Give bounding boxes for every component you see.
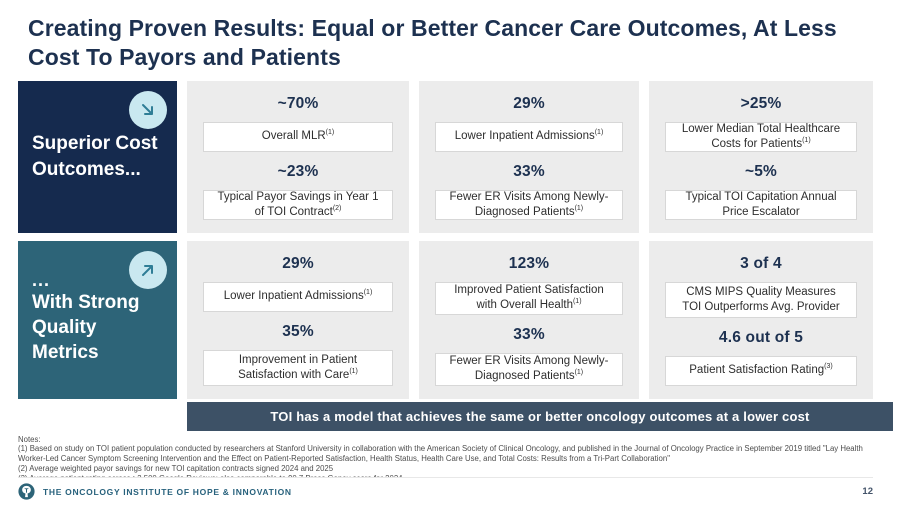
- stat-label-box: Overall MLR(1): [203, 121, 393, 152]
- stat-label-box: Lower Inpatient Admissions(1): [203, 281, 393, 312]
- stat-value: ~23%: [277, 162, 319, 180]
- stat-value: 3 of 4: [740, 254, 782, 272]
- brand-name: THE ONCOLOGY INSTITUTE OF HOPE & INNOVAT…: [43, 486, 292, 497]
- stat-value: ~70%: [277, 94, 319, 112]
- row-label-text: With Strong Quality Metrics: [32, 292, 140, 364]
- results-grid: Superior Cost Outcomes... ~70% Overall M…: [18, 80, 899, 399]
- row-label-quality-metrics: ... With Strong Quality Metrics: [18, 240, 177, 399]
- stat-value: 35%: [282, 322, 314, 340]
- row-label-prefix: ...: [32, 269, 51, 290]
- stat-card: >25% Lower Median Total Healthcare Costs…: [649, 80, 873, 233]
- stat-value: 29%: [282, 254, 314, 272]
- brand: THE ONCOLOGY INSTITUTE OF HOPE & INNOVAT…: [18, 483, 292, 500]
- stat-card: 3 of 4 CMS MIPS Quality Measures TOI Out…: [649, 240, 873, 399]
- stat-card: 123% Improved Patient Satisfaction with …: [419, 240, 639, 399]
- row-label-text: Superior Cost Outcomes...: [32, 133, 158, 180]
- page-number: 12: [862, 486, 873, 497]
- stat-label-box: Improved Patient Satisfaction with Overa…: [435, 281, 623, 315]
- stat-value: 33%: [513, 325, 545, 343]
- stat-label-box: Patient Satisfaction Rating(3): [665, 355, 857, 386]
- stat-label-box: CMS MIPS Quality Measures TOI Outperform…: [665, 281, 857, 318]
- arrow-down-right-icon: [129, 90, 167, 129]
- stat-label-box: Lower Median Total Healthcare Costs for …: [665, 121, 857, 152]
- stat-value: 4.6 out of 5: [718, 328, 804, 346]
- footer: THE ONCOLOGY INSTITUTE OF HOPE & INNOVAT…: [18, 477, 873, 500]
- stat-card: 29% Lower Inpatient Admissions(1) 35% Im…: [187, 240, 409, 399]
- stat-label-box: Lower Inpatient Admissions(1): [435, 121, 623, 152]
- stat-label-box: Fewer ER Visits Among Newly-Diagnosed Pa…: [435, 189, 623, 220]
- stat-card: ~70% Overall MLR(1) ~23% Typical Payor S…: [187, 80, 409, 233]
- stat-label-box: Improvement in Patient Satisfaction with…: [203, 349, 393, 386]
- stat-card: 29% Lower Inpatient Admissions(1) 33% Fe…: [419, 80, 639, 233]
- note-line: (1) Based on study on TOI patient popula…: [18, 444, 863, 464]
- notes-heading: Notes:: [18, 434, 41, 444]
- stat-label-box: Typical TOI Capitation Annual Price Esca…: [665, 189, 857, 220]
- stat-value: >25%: [740, 94, 782, 112]
- row-label-superior-cost: Superior Cost Outcomes...: [18, 80, 177, 233]
- stat-label-box: Typical Payor Savings in Year 1 of TOI C…: [203, 189, 393, 220]
- stat-value: 123%: [508, 254, 550, 272]
- page-title: Creating Proven Results: Equal or Better…: [28, 15, 837, 70]
- arrow-up-right-icon: [129, 250, 167, 289]
- note-line: (2) Average weighted payor savings for n…: [18, 464, 334, 474]
- stat-value: 33%: [513, 162, 545, 180]
- stat-label-box: Fewer ER Visits Among Newly-Diagnosed Pa…: [435, 352, 623, 386]
- stat-value: ~5%: [744, 162, 778, 180]
- toi-logo-icon: [18, 483, 35, 500]
- banner-takeaway: TOI has a model that achieves the same o…: [187, 401, 893, 431]
- stat-value: 29%: [513, 94, 545, 112]
